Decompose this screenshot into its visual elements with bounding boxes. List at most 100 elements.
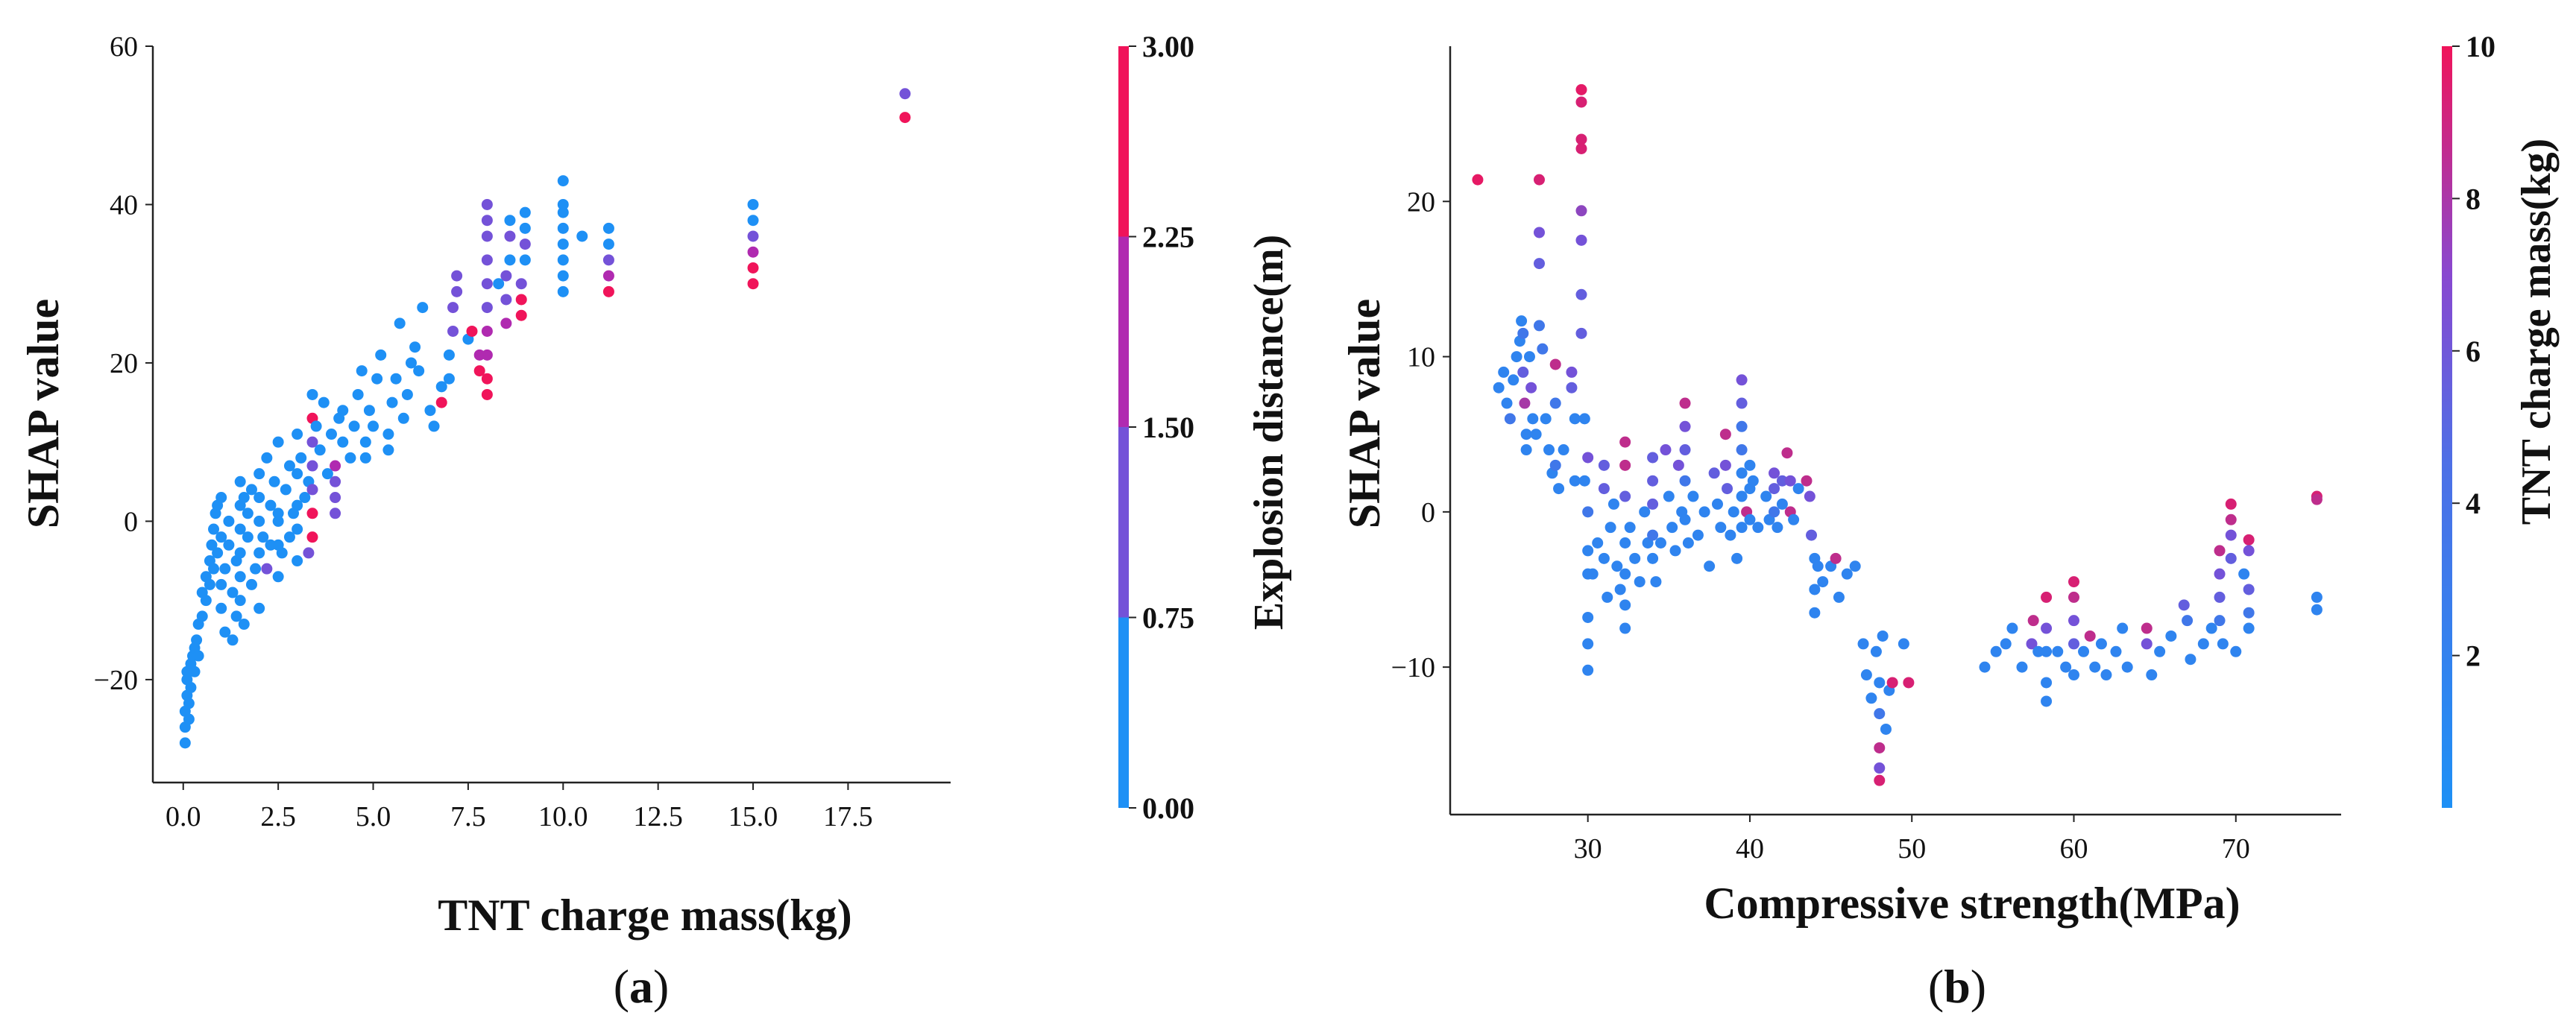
chart-a-point	[747, 278, 759, 290]
chart-a-point	[747, 230, 759, 242]
chart-a-point	[306, 484, 318, 496]
chart-a-point	[515, 294, 527, 306]
chart-a-point	[306, 531, 318, 543]
chart-a-point	[602, 238, 614, 250]
chart-b-point	[1530, 429, 1542, 440]
chart-a-point	[183, 713, 195, 725]
chart-a-point	[504, 230, 516, 242]
chart-a-point	[481, 325, 493, 337]
chart-b-point	[1498, 366, 1510, 378]
chart-b-point	[2165, 630, 2177, 642]
chart-a-colorbar-band	[1118, 617, 1129, 808]
chart-b-axes	[1449, 46, 2341, 816]
chart-b-point	[1619, 568, 1631, 580]
chart-a-point	[265, 499, 277, 511]
chart-a-point	[238, 492, 250, 504]
chart-a-point	[191, 634, 203, 646]
chart-b-point	[2068, 591, 2079, 603]
chart-a-point	[208, 523, 220, 535]
chart-a-point	[179, 737, 191, 749]
chart-a-point	[557, 175, 569, 187]
chart-b-point	[1619, 599, 1631, 611]
chart-b-point	[1472, 174, 1484, 186]
chart-a-point	[397, 412, 409, 424]
chart-a-point	[283, 460, 295, 472]
chart-a-y-tick-label: 0	[124, 506, 138, 537]
chart-a-x-tick-label: 10.0	[538, 801, 588, 832]
chart-a-point	[257, 531, 269, 543]
chart-a-point	[602, 285, 614, 297]
chart-b-y-tick-label: 20	[1407, 186, 1435, 218]
chart-b-point	[1619, 490, 1631, 502]
chart-b-point	[1736, 467, 1748, 479]
chart-a-point	[519, 238, 531, 250]
chart-b-point	[1880, 723, 1892, 735]
chart-b-point	[1760, 490, 1772, 502]
chart-a-point	[234, 595, 246, 607]
chart-b-point	[1666, 522, 1678, 534]
chart-b-point	[1769, 506, 1780, 518]
chart-a-point	[481, 254, 493, 266]
chart-b-point	[2141, 622, 2153, 634]
chart-b-x-tick-label: 30	[1574, 833, 1602, 865]
chart-b-point	[2027, 615, 2039, 627]
chart-a-point	[337, 405, 349, 417]
chart-b-point	[2041, 622, 2053, 634]
chart-b-point	[2100, 669, 2112, 681]
chart-b-point	[2243, 622, 2255, 634]
chart-b-point	[1736, 522, 1748, 534]
chart-b-point	[1569, 413, 1581, 425]
chart-b-point	[1874, 677, 1886, 689]
chart-a-point	[356, 365, 368, 377]
chart-b-point	[2238, 568, 2250, 580]
chart-b-point	[1712, 498, 1723, 510]
chart-b-colorbar-tick-label: 8	[2466, 182, 2481, 215]
chart-a-point	[306, 460, 318, 472]
chart-b: −10 0 10 20 30 40 50 60 70 SHAP value Compressi…	[1340, 30, 2560, 1013]
chart-a-point	[435, 381, 447, 393]
chart-b-x-tick-label: 40	[1736, 833, 1764, 865]
chart-a-point	[253, 602, 265, 614]
chart-b-colorbar-tick-label: 2	[2466, 639, 2481, 673]
chart-b-point	[2032, 645, 2044, 657]
chart-b-point	[2197, 638, 2209, 650]
chart-a-y-ticks: −20 0 20 40 60	[94, 31, 153, 696]
chart-b-point	[1520, 444, 1532, 456]
chart-b-point	[1812, 560, 1824, 572]
chart-b-point	[2214, 591, 2226, 603]
chart-b-y-ticks: −10 0 10 20	[1391, 186, 1450, 683]
chart-a-point	[234, 475, 246, 487]
chart-b-point	[2243, 534, 2255, 546]
chart-a-point	[238, 619, 250, 630]
chart-a-point	[504, 254, 516, 266]
chart-a-point	[292, 555, 303, 567]
chart-b-point	[1679, 513, 1691, 525]
chart-a-point	[261, 563, 273, 575]
chart-b-point	[1566, 382, 1578, 394]
chart-b-point	[1731, 552, 1743, 564]
chart-b-point	[1582, 452, 1594, 464]
chart-b-point	[1736, 444, 1748, 456]
chart-b-point	[1679, 420, 1691, 432]
chart-b-point	[2225, 498, 2237, 510]
chart-a-point	[245, 484, 257, 496]
chart-b-point	[2230, 645, 2242, 657]
chart-b-point	[2178, 599, 2190, 611]
chart-a-point	[481, 230, 493, 242]
chart-b-point	[2311, 591, 2323, 603]
chart-a-point	[382, 444, 394, 456]
chart-b-x-tick-label: 70	[2222, 833, 2250, 865]
chart-b-point	[1592, 537, 1604, 549]
chart-a-point	[363, 405, 375, 417]
chart-b-point	[1719, 429, 1731, 440]
chart-a-point	[747, 246, 759, 258]
chart-a-point	[212, 547, 224, 559]
chart-a-point	[215, 602, 227, 614]
chart-b-point	[1886, 677, 1898, 689]
chart-a-point	[515, 278, 527, 290]
chart-b-point	[1575, 234, 1587, 246]
chart-b-point	[1639, 506, 1651, 518]
chart-a-point	[250, 563, 262, 575]
